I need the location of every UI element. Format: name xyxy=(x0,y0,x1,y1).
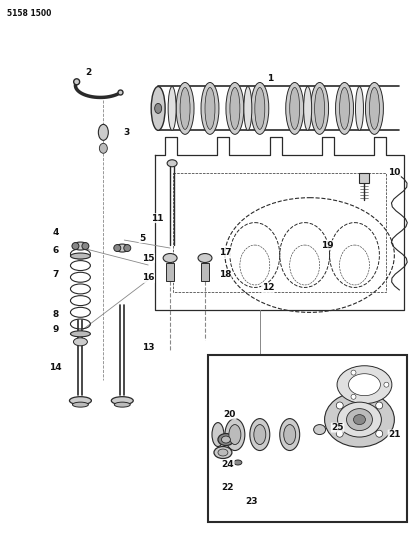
Ellipse shape xyxy=(118,90,123,95)
Text: 20: 20 xyxy=(223,410,236,419)
Ellipse shape xyxy=(303,86,311,131)
Text: 4: 4 xyxy=(52,228,58,237)
Ellipse shape xyxy=(180,87,190,130)
Text: 13: 13 xyxy=(142,343,154,352)
Ellipse shape xyxy=(70,253,90,259)
Ellipse shape xyxy=(198,254,211,263)
Bar xyxy=(200,263,209,281)
Ellipse shape xyxy=(72,242,88,250)
Ellipse shape xyxy=(337,402,380,437)
Bar xyxy=(166,263,174,281)
Ellipse shape xyxy=(364,83,382,134)
Ellipse shape xyxy=(383,382,388,387)
Ellipse shape xyxy=(350,370,355,375)
Ellipse shape xyxy=(285,83,303,134)
Ellipse shape xyxy=(229,87,239,130)
Ellipse shape xyxy=(111,397,133,405)
Text: 12: 12 xyxy=(261,284,273,293)
Ellipse shape xyxy=(167,160,177,167)
Ellipse shape xyxy=(283,425,295,445)
Ellipse shape xyxy=(213,447,231,458)
Ellipse shape xyxy=(72,243,79,249)
Ellipse shape xyxy=(218,433,233,446)
Text: 9: 9 xyxy=(52,325,58,334)
Ellipse shape xyxy=(69,397,91,405)
Text: 21: 21 xyxy=(387,430,400,439)
Ellipse shape xyxy=(98,124,108,140)
Text: 22: 22 xyxy=(221,483,234,492)
Text: 10: 10 xyxy=(387,168,400,177)
Ellipse shape xyxy=(114,245,121,252)
Ellipse shape xyxy=(225,83,243,134)
Ellipse shape xyxy=(339,87,348,130)
Ellipse shape xyxy=(353,415,364,425)
Text: 3: 3 xyxy=(123,128,129,137)
Ellipse shape xyxy=(154,103,161,114)
Ellipse shape xyxy=(228,425,240,445)
Text: 19: 19 xyxy=(321,240,333,249)
Ellipse shape xyxy=(254,87,264,130)
Ellipse shape xyxy=(289,87,299,130)
Ellipse shape xyxy=(163,254,177,263)
Ellipse shape xyxy=(114,402,130,407)
Ellipse shape xyxy=(350,394,355,399)
Text: 23: 23 xyxy=(245,497,257,506)
Ellipse shape xyxy=(233,460,241,465)
Text: 17: 17 xyxy=(218,247,231,256)
Ellipse shape xyxy=(346,409,371,431)
Text: 8: 8 xyxy=(52,310,58,319)
Bar xyxy=(359,173,369,183)
Ellipse shape xyxy=(335,402,342,409)
Ellipse shape xyxy=(279,418,299,450)
Ellipse shape xyxy=(324,392,393,447)
Ellipse shape xyxy=(99,143,107,154)
Ellipse shape xyxy=(124,245,130,252)
Ellipse shape xyxy=(218,449,227,456)
Ellipse shape xyxy=(204,87,214,130)
Ellipse shape xyxy=(250,83,268,134)
Ellipse shape xyxy=(168,86,176,131)
Bar xyxy=(207,355,406,522)
Ellipse shape xyxy=(375,402,382,409)
Ellipse shape xyxy=(335,430,342,437)
Ellipse shape xyxy=(313,425,325,434)
Ellipse shape xyxy=(253,425,265,445)
Text: 24: 24 xyxy=(221,460,234,469)
Text: 5158 1500: 5158 1500 xyxy=(7,9,51,18)
Ellipse shape xyxy=(221,436,230,443)
Text: 11: 11 xyxy=(151,214,163,223)
Ellipse shape xyxy=(151,86,165,131)
Ellipse shape xyxy=(369,87,378,130)
Ellipse shape xyxy=(249,418,269,450)
Ellipse shape xyxy=(176,83,193,134)
Ellipse shape xyxy=(225,418,244,450)
Ellipse shape xyxy=(348,374,380,395)
Ellipse shape xyxy=(70,331,90,337)
Text: 2: 2 xyxy=(85,68,91,77)
Ellipse shape xyxy=(375,430,382,437)
Ellipse shape xyxy=(72,402,88,407)
Text: 1: 1 xyxy=(266,74,272,83)
Ellipse shape xyxy=(200,83,218,134)
Text: 25: 25 xyxy=(330,423,343,432)
Ellipse shape xyxy=(310,83,328,134)
Ellipse shape xyxy=(74,79,79,85)
Text: 18: 18 xyxy=(218,270,231,279)
Text: 7: 7 xyxy=(52,270,58,279)
Ellipse shape xyxy=(355,86,362,131)
Text: 15: 15 xyxy=(142,254,154,263)
Ellipse shape xyxy=(335,83,353,134)
Ellipse shape xyxy=(82,243,89,249)
Ellipse shape xyxy=(314,87,324,130)
Text: 16: 16 xyxy=(142,273,154,282)
Ellipse shape xyxy=(243,86,251,131)
Text: 5: 5 xyxy=(139,233,145,243)
Ellipse shape xyxy=(115,244,129,252)
Ellipse shape xyxy=(73,338,87,346)
Text: 6: 6 xyxy=(52,246,58,255)
Ellipse shape xyxy=(336,366,391,403)
Ellipse shape xyxy=(211,423,223,447)
Bar xyxy=(173,173,385,292)
Text: 14: 14 xyxy=(49,363,62,372)
